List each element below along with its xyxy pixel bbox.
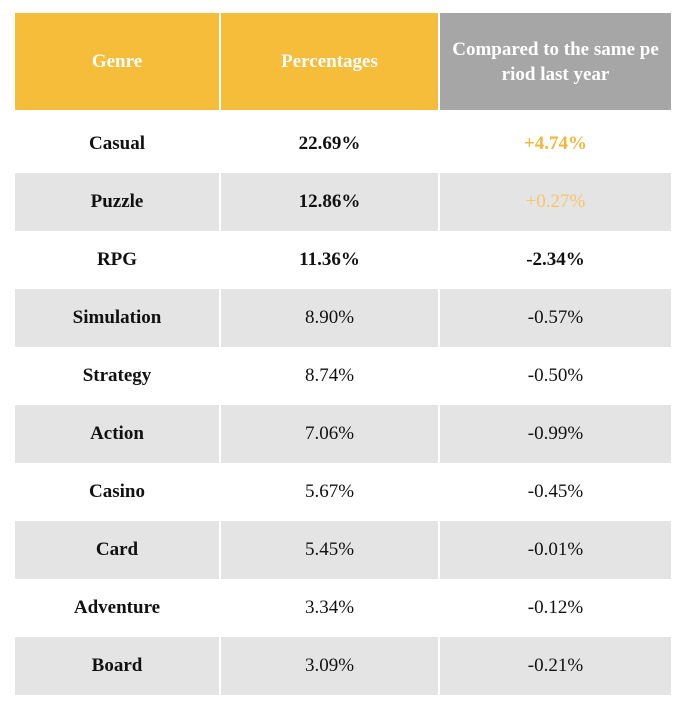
change-cell: -0.57% [438,289,673,347]
table-row: Board 3.09% -0.21% [13,637,673,695]
genre-cell: Simulation [13,289,221,347]
genre-cell: Casual [13,110,221,173]
table-row: RPG 11.36% -2.34% [13,231,673,289]
header-cell: Genre [13,13,221,113]
table-row: Strategy 8.74% -0.50% [13,347,673,405]
table-row: Card 5.45% -0.01% [13,521,673,579]
table-row: Adventure 3.34% -0.12% [13,579,673,637]
genre-table: Genre Percentages Compared to the same p… [13,13,673,695]
header-cell: Compared to the same period last year [438,13,673,113]
percentage-cell: 8.74% [219,347,440,405]
table-row: Casual 22.69% +4.74% [13,110,673,173]
genre-cell: Card [13,521,221,579]
percentage-cell: 3.09% [219,637,440,695]
table-row: Action 7.06% -0.99% [13,405,673,463]
genre-cell: Casino [13,463,221,521]
change-cell: -0.45% [438,463,673,521]
change-cell: -2.34% [438,231,673,289]
genre-cell: Puzzle [13,173,221,231]
table-row: Puzzle 12.86% +0.27% [13,173,673,231]
header-row: Genre Percentages Compared to the same p… [13,13,673,113]
percentage-cell: 7.06% [219,405,440,463]
percentage-cell: 5.67% [219,463,440,521]
genre-cell: Strategy [13,347,221,405]
change-cell: -0.01% [438,521,673,579]
table-row: Simulation 8.90% -0.57% [13,289,673,347]
genre-cell: Action [13,405,221,463]
change-cell: -0.99% [438,405,673,463]
change-cell: +4.74% [438,110,673,173]
table-body: Casual 22.69% +4.74% Puzzle 12.86% +0.27% RPG 1… [13,110,673,695]
percentage-cell: 11.36% [219,231,440,289]
percentage-cell: 12.86% [219,173,440,231]
percentage-cell: 5.45% [219,521,440,579]
header-cell: Percentages [219,13,440,113]
percentage-cell: 8.90% [219,289,440,347]
change-cell: -0.12% [438,579,673,637]
percentage-cell: 22.69% [219,110,440,173]
percentage-cell: 3.34% [219,579,440,637]
change-cell: -0.50% [438,347,673,405]
genre-cell: RPG [13,231,221,289]
change-cell: +0.27% [438,173,673,231]
table-row: Casino 5.67% -0.45% [13,463,673,521]
genre-cell: Board [13,637,221,695]
change-cell: -0.21% [438,637,673,695]
genre-cell: Adventure [13,579,221,637]
